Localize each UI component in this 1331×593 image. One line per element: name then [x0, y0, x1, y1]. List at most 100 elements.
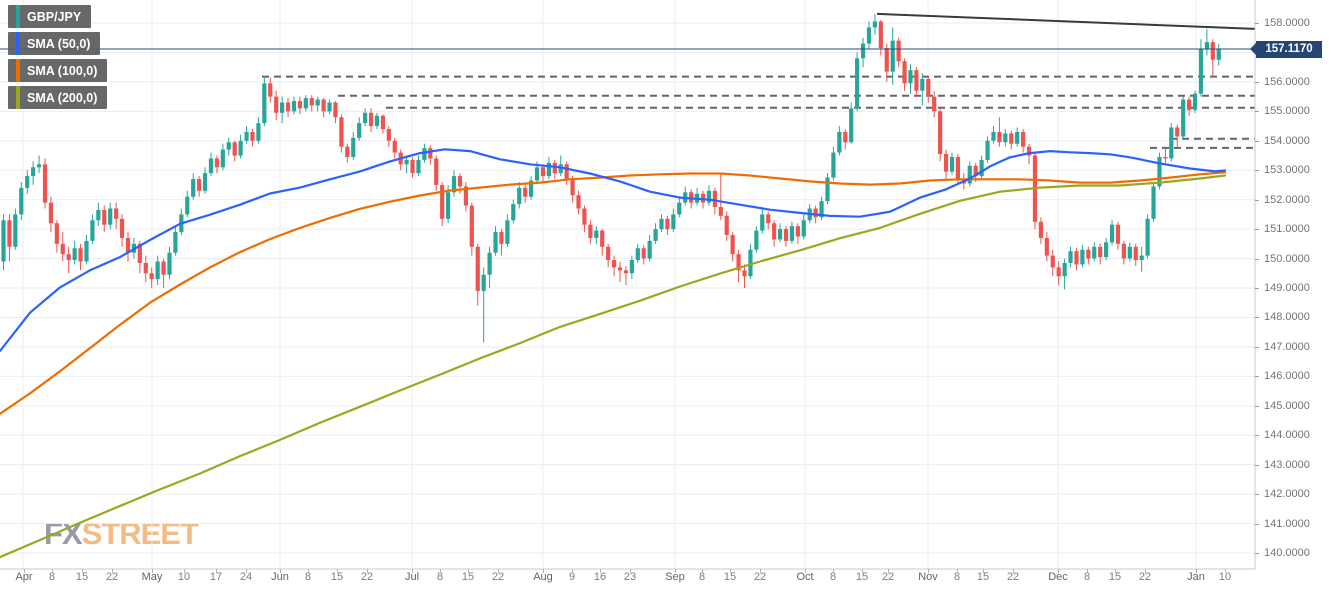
symbol-label: GBP/JPY — [27, 9, 82, 24]
time-axis-day-label: 23 — [623, 571, 637, 583]
price-axis-label: 145.0000 — [1264, 399, 1310, 412]
time-axis-day-label: 15 — [723, 571, 737, 583]
time-axis-day-label: 15 — [976, 571, 990, 583]
time-axis-tick — [928, 569, 929, 573]
time-axis-tick — [702, 569, 703, 573]
time-axis-tick — [24, 569, 25, 573]
price-axis-tick — [1255, 405, 1259, 407]
price-axis-label: 143.0000 — [1264, 458, 1310, 471]
time-axis-tick — [600, 569, 601, 573]
time-axis-tick — [216, 569, 217, 573]
time-axis-day-label: 22 — [1006, 571, 1020, 583]
time-axis-day-label: 10 — [1218, 571, 1232, 583]
time-axis-tick — [280, 569, 281, 573]
price-axis-tick — [1255, 23, 1259, 24]
time-axis-tick — [152, 569, 153, 573]
price-axis-tick — [1255, 229, 1259, 231]
time-axis-tick — [630, 569, 631, 573]
sma100-color-marker — [16, 59, 20, 82]
time-axis-day-label: 15 — [461, 571, 475, 583]
price-axis-tick — [1255, 464, 1259, 466]
price-axis-tick — [1255, 81, 1259, 83]
time-axis-tick — [543, 569, 544, 573]
time-axis-month-label: Jun — [271, 571, 289, 583]
time-axis-day-label: 15 — [330, 571, 344, 583]
time-axis-tick — [52, 569, 53, 573]
time-axis-day-label: 22 — [753, 571, 767, 583]
time-axis-tick — [1115, 569, 1116, 573]
price-axis-tick — [1255, 346, 1259, 348]
time-axis-tick — [833, 569, 834, 573]
price-axis-label: 154.0000 — [1264, 134, 1310, 147]
price-axis-label: 158.0000 — [1264, 17, 1310, 29]
price-axis-label: 149.0000 — [1264, 281, 1310, 294]
time-axis-day-label: 8 — [48, 571, 56, 583]
time-axis-month-label: May — [141, 571, 163, 583]
time-axis-month-label: Nov — [918, 571, 938, 583]
time-axis-tick — [498, 569, 499, 573]
price-axis-label: 156.0000 — [1264, 75, 1310, 88]
legend-sma100[interactable]: SMA (100,0) — [8, 59, 108, 82]
price-axis-tick — [1255, 552, 1259, 554]
time-axis-month-label: Jan — [1187, 571, 1205, 583]
time-axis-tick — [1225, 569, 1226, 573]
time-axis-day-label: 15 — [75, 571, 89, 583]
time-axis-day-label: 8 — [953, 571, 961, 583]
sma200-label: SMA (200,0) — [27, 90, 98, 105]
time-axis-day-label: 16 — [593, 571, 607, 583]
price-axis-tick — [1255, 494, 1259, 496]
time-axis-day-label: 22 — [360, 571, 374, 583]
symbol-color-marker — [16, 5, 20, 28]
current-price-label: 157.1170 — [1250, 40, 1322, 58]
price-axis-tick — [1255, 170, 1259, 172]
time-axis-day-label: 9 — [568, 571, 576, 583]
time-axis-tick — [367, 569, 368, 573]
time-axis-tick — [112, 569, 113, 573]
time-axis-tick — [308, 569, 309, 573]
fxstreet-watermark-street: STREET — [81, 516, 199, 551]
time-axis-month-label: Jul — [404, 571, 420, 583]
time-axis-day-label: 17 — [209, 571, 223, 583]
time-axis-day-label: 15 — [1108, 571, 1122, 583]
time-axis-tick — [1087, 569, 1088, 573]
legend-symbol[interactable]: GBP/JPY — [8, 5, 92, 28]
price-axis-label: 140.0000 — [1264, 546, 1310, 559]
time-axis-tick — [440, 569, 441, 573]
price-axis-label: 144.0000 — [1264, 429, 1310, 442]
time-axis-tick — [184, 569, 185, 573]
time-axis-month-label: Oct — [796, 571, 814, 583]
price-axis-tick — [1255, 258, 1259, 260]
time-axis-tick — [957, 569, 958, 573]
price-axis-tick — [1255, 199, 1259, 201]
time-axis-tick — [1058, 569, 1059, 573]
time-axis-day-label: 8 — [1083, 571, 1091, 583]
time-axis-tick — [412, 569, 413, 573]
price-axis-tick — [1255, 523, 1259, 525]
price-axis-label: 142.0000 — [1264, 488, 1310, 501]
time-axis-day-label: 10 — [177, 571, 191, 583]
time-axis-day-label: 8 — [436, 571, 444, 583]
sma50-label: SMA (50,0) — [27, 36, 91, 51]
time-axis-tick — [730, 569, 731, 573]
time-axis-day-label: 8 — [304, 571, 312, 583]
time-axis-tick — [82, 569, 83, 573]
time-axis-month-label: Apr — [15, 571, 33, 583]
time-axis-month-label: Aug — [533, 571, 553, 583]
time-axis-tick — [1145, 569, 1146, 573]
legend-sma50[interactable]: SMA (50,0) — [8, 32, 101, 55]
time-axis-day-label: 22 — [491, 571, 505, 583]
time-axis-month-label: Sep — [665, 571, 685, 583]
price-axis-label: 152.0000 — [1264, 193, 1310, 206]
time-axis-tick — [983, 569, 984, 573]
sma100-label: SMA (100,0) — [27, 63, 98, 78]
time-axis-tick — [862, 569, 863, 573]
time-axis-tick — [246, 569, 247, 573]
time-axis-tick — [1196, 569, 1197, 573]
time-axis-day-label: 8 — [698, 571, 706, 583]
price-axis-label: 147.0000 — [1264, 340, 1310, 353]
legend-sma200[interactable]: SMA (200,0) — [8, 86, 108, 109]
fxstreet-watermark: FXSTREET — [44, 516, 199, 552]
time-axis-month-label: Dec — [1048, 571, 1068, 583]
